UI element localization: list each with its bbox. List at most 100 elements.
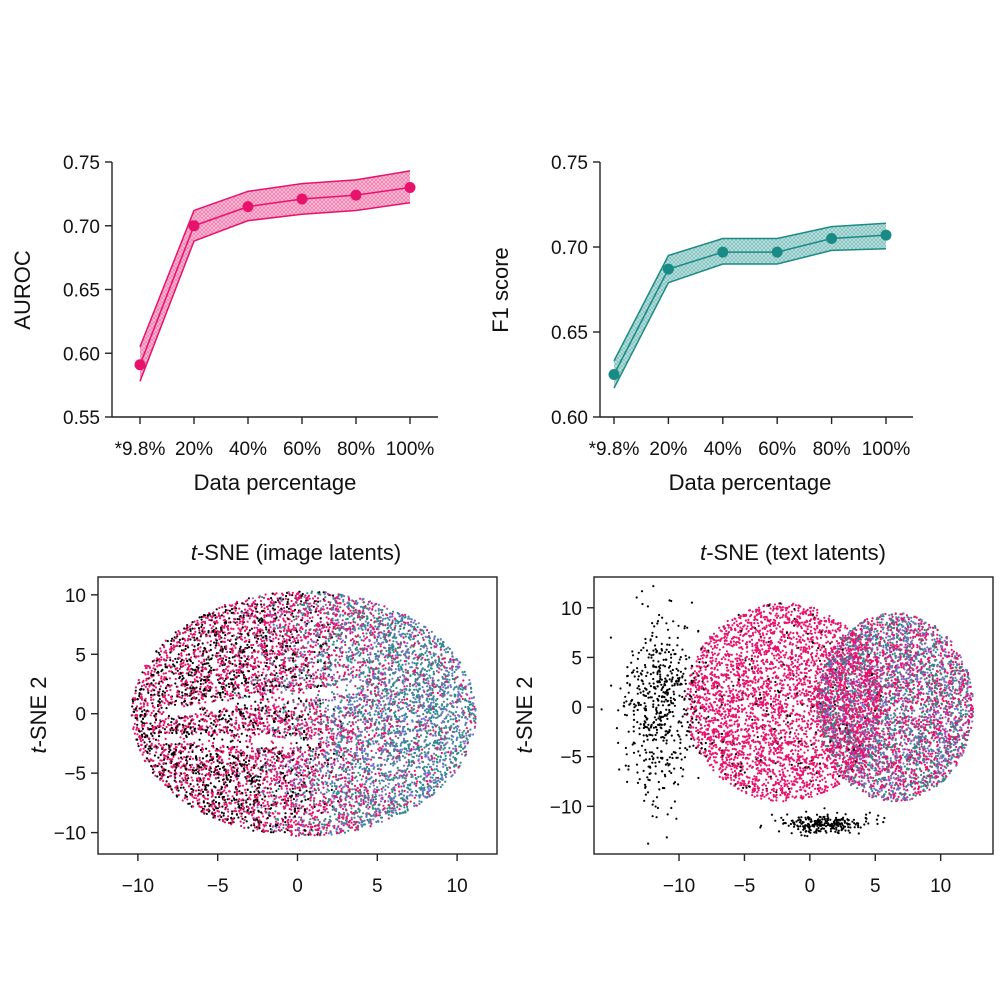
tsne-image-point — [394, 624, 397, 627]
tsne-image-point — [304, 629, 307, 632]
tsne-image-point — [360, 815, 363, 818]
tsne-image-point — [274, 782, 277, 785]
tsne-image-point — [399, 774, 402, 777]
tsne-image-point — [357, 719, 360, 722]
tsne-image-point — [290, 767, 293, 770]
tsne-image-point — [426, 636, 429, 639]
tsne-image-point — [302, 774, 305, 777]
tsne-image-point — [147, 691, 150, 695]
tsne-image-point — [248, 779, 251, 782]
tsne-image-point — [377, 607, 380, 611]
tsne-image-point — [310, 620, 313, 623]
tsne-image-point — [297, 615, 300, 618]
tsne-image-point — [215, 608, 218, 611]
tsne-image-point — [164, 649, 167, 652]
tsne-image-point — [201, 706, 204, 709]
tsne-image-point — [199, 713, 202, 716]
f1-point — [826, 233, 838, 244]
tsne-image-point — [355, 640, 358, 644]
tsne-image-point — [383, 605, 386, 608]
tsne-image-point — [386, 656, 389, 659]
tsne-image-point — [307, 767, 310, 770]
tsne-image-point — [238, 659, 241, 662]
tsne-image-point — [278, 752, 281, 756]
tsne-image-point — [428, 639, 431, 642]
tsne-image-point — [348, 790, 351, 793]
tsne-image-point — [251, 755, 254, 758]
tsne-image-point — [347, 595, 350, 598]
tsne-image-point — [202, 658, 206, 661]
tsne-image-point — [437, 755, 440, 758]
tsne-image-point — [186, 659, 189, 663]
tsne-image-point — [409, 788, 412, 791]
tsne-image-point — [232, 607, 236, 610]
tsne-image-point — [406, 805, 409, 809]
tsne-image-point — [367, 763, 370, 766]
tsne-image-point — [196, 799, 199, 802]
tsne-image-point — [172, 672, 175, 675]
tsne-image-point — [364, 767, 367, 770]
tsne-image-point — [427, 700, 430, 703]
tsne-image-point — [159, 719, 162, 722]
tsne-image-point — [259, 768, 262, 771]
tsne-image-point — [332, 677, 335, 680]
tsne-image-point — [390, 657, 393, 660]
tsne-image-point — [354, 711, 357, 715]
tsne-image-point — [323, 792, 326, 796]
tsne-image-point — [251, 651, 254, 654]
tsne-image-point — [446, 741, 449, 744]
tsne-image-point — [317, 762, 321, 765]
tsne-image-point — [342, 829, 345, 832]
tsne-image-point — [461, 691, 464, 694]
tsne-image-point — [259, 794, 262, 797]
tsne-image-point — [370, 625, 373, 628]
tsne-image-point — [307, 717, 310, 720]
tsne-image-point — [283, 728, 286, 731]
tsne-image-point — [420, 658, 423, 661]
tsne-image-point — [262, 815, 265, 818]
tsne-image-point — [180, 652, 183, 655]
tsne-image-point — [405, 752, 408, 755]
tsne-image-point — [375, 732, 378, 735]
tsne-image-point — [297, 655, 300, 658]
tsne-image-point — [323, 826, 326, 829]
f1-x-tick-label: 60% — [758, 439, 796, 460]
tsne-image-point — [378, 712, 381, 715]
auroc-point — [188, 220, 200, 232]
tsne-image-point — [204, 711, 207, 714]
tsne-image-point — [265, 684, 268, 687]
tsne-image-point — [417, 739, 420, 743]
tsne-image-point — [404, 613, 407, 617]
tsne-image-point — [323, 612, 326, 615]
tsne-image-point — [203, 662, 206, 666]
tsne-image-point — [141, 697, 144, 700]
tsne-image-point — [140, 733, 144, 736]
tsne-image-point — [195, 731, 198, 734]
tsne-image-point — [217, 673, 220, 676]
tsne-image-point — [459, 761, 462, 764]
tsne-image-point — [357, 790, 360, 793]
tsne-image-point — [230, 718, 233, 721]
auroc-mean-line — [139, 186, 411, 365]
tsne-image-point — [171, 637, 174, 640]
tsne-image-point — [393, 792, 396, 795]
tsne-image-point — [170, 717, 173, 720]
tsne-image-point — [286, 770, 289, 773]
tsne-image-point — [246, 643, 249, 647]
tsne-image-point — [319, 791, 323, 794]
tsne-image-point — [315, 710, 318, 714]
tsne-image-point — [223, 603, 226, 607]
tsne-image-point — [328, 626, 331, 629]
tsne-image-point — [250, 646, 253, 649]
tsne-image-point — [428, 795, 431, 798]
tsne-image-point — [418, 800, 421, 803]
tsne-image-point — [318, 651, 321, 654]
tsne-image-point — [159, 731, 163, 734]
tsne-image-point — [433, 723, 436, 726]
tsne-image-point — [241, 623, 244, 626]
tsne-image-point — [310, 766, 313, 769]
tsne-image-point — [315, 603, 318, 606]
tsne-image-point — [325, 829, 328, 832]
tsne-image-point — [359, 783, 362, 786]
tsne-image-point — [419, 648, 422, 651]
